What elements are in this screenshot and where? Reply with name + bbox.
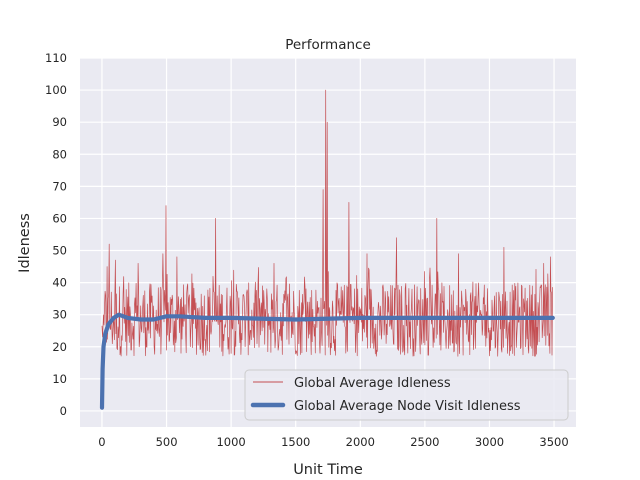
y-tick-label: 70 bbox=[52, 179, 67, 193]
legend: Global Average Idleness Global Average N… bbox=[244, 369, 569, 421]
y-tick-label: 60 bbox=[52, 211, 67, 225]
x-tick-label: 3000 bbox=[475, 435, 504, 449]
plot-background bbox=[80, 58, 576, 427]
series-node-visit-line bbox=[99, 312, 555, 410]
y-tick-label: 100 bbox=[45, 83, 67, 97]
legend-label-node-visit: Global Average Node Visit Idleness bbox=[294, 399, 521, 414]
legend-box bbox=[244, 369, 569, 421]
x-tick-label: 500 bbox=[156, 435, 178, 449]
y-tick-label: 50 bbox=[52, 244, 67, 258]
y-tick-label: 40 bbox=[52, 276, 67, 290]
y-tick-label: 0 bbox=[60, 404, 67, 418]
x-tick-label: 3500 bbox=[539, 435, 568, 449]
y-tick-label: 20 bbox=[52, 340, 67, 354]
y-tick-label: 10 bbox=[52, 372, 67, 386]
series-idleness-line bbox=[101, 89, 553, 357]
series-layer bbox=[99, 89, 555, 410]
tick-labels: 0 500 1000 1500 2000 2500 3000 3500 0 10 20 30 40 50 6… bbox=[45, 51, 569, 449]
chart-title: Performance bbox=[285, 37, 371, 53]
x-tick-label: 0 bbox=[98, 435, 105, 449]
x-tick-label: 1500 bbox=[281, 435, 310, 449]
x-tick-label: 2500 bbox=[410, 435, 439, 449]
y-tick-label: 80 bbox=[52, 147, 67, 161]
x-axis-title: Unit Time bbox=[293, 462, 363, 478]
y-tick-label: 110 bbox=[45, 51, 67, 65]
y-tick-label: 90 bbox=[52, 115, 67, 129]
legend-label-idleness: Global Average Idleness bbox=[294, 376, 451, 391]
y-axis-title: Idleness bbox=[17, 213, 33, 273]
x-tick-label: 2000 bbox=[346, 435, 375, 449]
x-tick-label: 1000 bbox=[216, 435, 245, 449]
y-tick-label: 30 bbox=[52, 308, 67, 322]
